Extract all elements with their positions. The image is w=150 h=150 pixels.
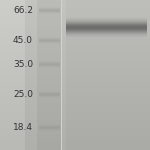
Text: 66.2: 66.2 [13,6,33,15]
Text: 18.4: 18.4 [13,123,33,132]
Text: 25.0: 25.0 [13,90,33,99]
Text: 35.0: 35.0 [13,60,33,69]
Text: 45.0: 45.0 [13,36,33,45]
